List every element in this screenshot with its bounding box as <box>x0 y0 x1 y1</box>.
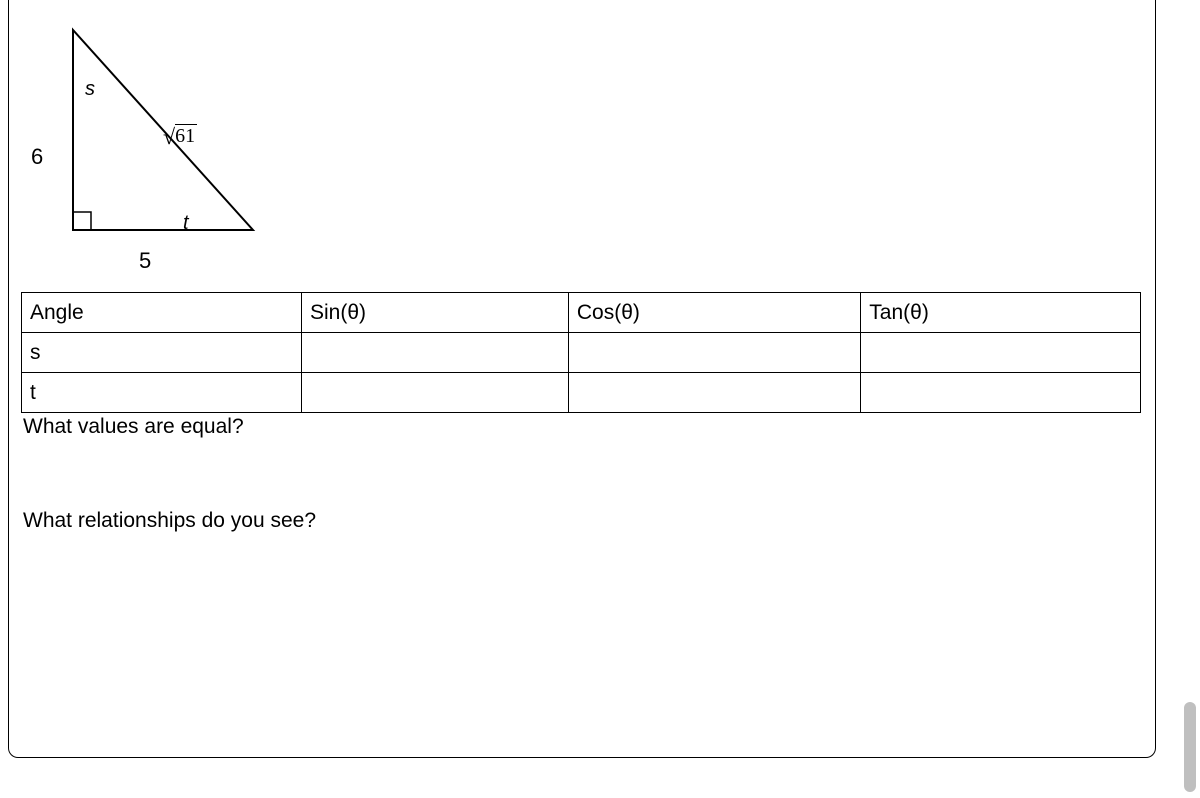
questions-block: What values are equal? What relationship… <box>23 415 1147 533</box>
label-side-5: 5 <box>139 248 151 274</box>
cell-sin[interactable] <box>302 333 569 373</box>
sqrt-radical-icon: √ <box>163 124 175 149</box>
label-side-6: 6 <box>31 144 43 170</box>
page: s 6 t 5 √61 Angle Sin(θ) Cos(θ) Tan(θ) s <box>0 0 1200 798</box>
header-sin: Sin(θ) <box>302 293 569 333</box>
table-row: s <box>22 333 1141 373</box>
table-row: t <box>22 373 1141 413</box>
cell-tan[interactable] <box>861 373 1141 413</box>
cell-sin[interactable] <box>302 373 569 413</box>
triangle-diagram: s 6 t 5 √61 <box>23 20 283 280</box>
label-hypotenuse-sqrt61: √61 <box>163 124 197 150</box>
question-equal-values: What values are equal? <box>23 415 1147 439</box>
cell-tan[interactable] <box>861 333 1141 373</box>
right-angle-marker <box>73 212 91 230</box>
scrollbar-thumb[interactable] <box>1184 702 1196 792</box>
header-angle: Angle <box>22 293 302 333</box>
triangle-svg <box>33 20 273 250</box>
header-tan: Tan(θ) <box>861 293 1141 333</box>
table-header-row: Angle Sin(θ) Cos(θ) Tan(θ) <box>22 293 1141 333</box>
question-relationships: What relationships do you see? <box>23 509 1147 533</box>
worksheet-frame: s 6 t 5 √61 Angle Sin(θ) Cos(θ) Tan(θ) s <box>8 0 1156 758</box>
sqrt-radicand: 61 <box>175 124 197 147</box>
cell-angle: t <box>22 373 302 413</box>
trig-table: Angle Sin(θ) Cos(θ) Tan(θ) s t <box>21 292 1141 413</box>
header-cos: Cos(θ) <box>568 293 860 333</box>
label-angle-s: s <box>85 78 95 101</box>
label-angle-t: t <box>183 212 189 235</box>
cell-angle: s <box>22 333 302 373</box>
cell-cos[interactable] <box>568 373 860 413</box>
cell-cos[interactable] <box>568 333 860 373</box>
